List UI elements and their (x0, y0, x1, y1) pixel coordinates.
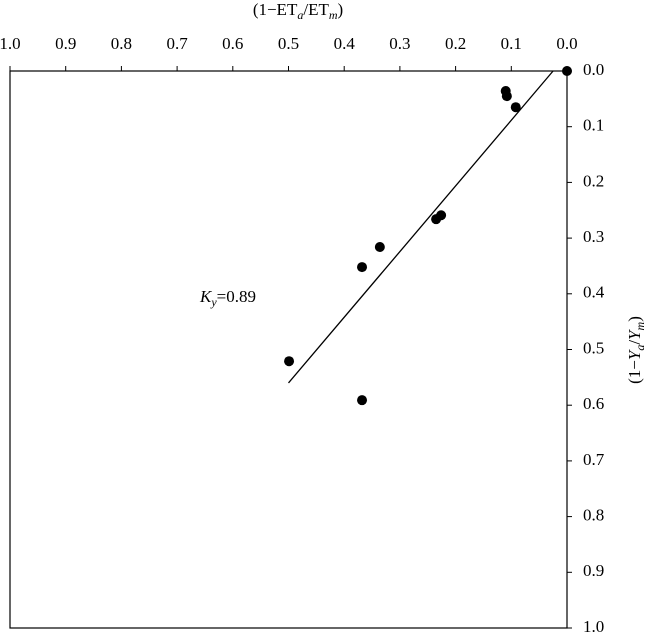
y-tick-label: 0.7 (583, 450, 605, 469)
y-tick-label: 0.0 (583, 60, 604, 79)
y-tick-label: 0.3 (583, 227, 604, 246)
label-subscript: a (297, 8, 303, 22)
x-tick-label: 0.9 (55, 34, 76, 53)
y-tick-label: 0.4 (583, 283, 605, 302)
x-tick-label: 0.5 (278, 34, 299, 53)
fit-line (288, 70, 554, 384)
label-subscript: m (633, 321, 647, 330)
plot-frame (9, 70, 568, 629)
annotation-part: K (199, 287, 213, 306)
label-part: / (625, 340, 644, 345)
y-tick-label: 1.0 (583, 617, 604, 636)
x-tick-label: 0.7 (166, 34, 188, 53)
annotation-part: =0.89 (217, 287, 256, 306)
label-part: ) (625, 316, 644, 322)
x-tick-label: 0.6 (222, 34, 243, 53)
label-part: /ET (303, 0, 329, 19)
label-part: Y (625, 349, 644, 360)
x-tick-label: 0.3 (389, 34, 410, 53)
point (510, 102, 521, 113)
label-part: Y (625, 329, 644, 340)
label-part: (1− (625, 360, 644, 384)
x-tick-label: 1.0 (0, 34, 21, 53)
y-tick-label: 0.8 (583, 506, 604, 525)
x-tick-label: 0.4 (334, 34, 356, 53)
y-tick-label: 0.9 (583, 561, 604, 580)
annotation-subscript: y (210, 295, 217, 309)
y-tick-label: 0.1 (583, 116, 604, 135)
y-tick-label: 0.5 (583, 338, 604, 357)
label-part: (1−ET (253, 0, 298, 19)
y-axis-label: (1−Ya/Ym) (625, 316, 647, 384)
point (284, 356, 295, 367)
label-part: ) (338, 0, 344, 19)
x-tick-label: 0.8 (111, 34, 132, 53)
x-axis-label: (1−ETa/ETm) (253, 0, 343, 22)
point (501, 91, 512, 102)
x-tick-label: 0.2 (445, 34, 466, 53)
point (357, 262, 368, 273)
point (374, 242, 385, 253)
label-subscript: m (329, 8, 338, 22)
x-tick-label: 0.1 (501, 34, 522, 53)
annotation: Ky=0.89 (199, 287, 256, 309)
label-subscript: a (633, 345, 647, 351)
point (431, 214, 442, 225)
x-tick-label: 0.0 (556, 34, 577, 53)
y-tick-label: 0.6 (583, 394, 604, 413)
y-tick-label: 0.2 (583, 171, 604, 190)
point (562, 66, 572, 76)
point (357, 395, 368, 406)
